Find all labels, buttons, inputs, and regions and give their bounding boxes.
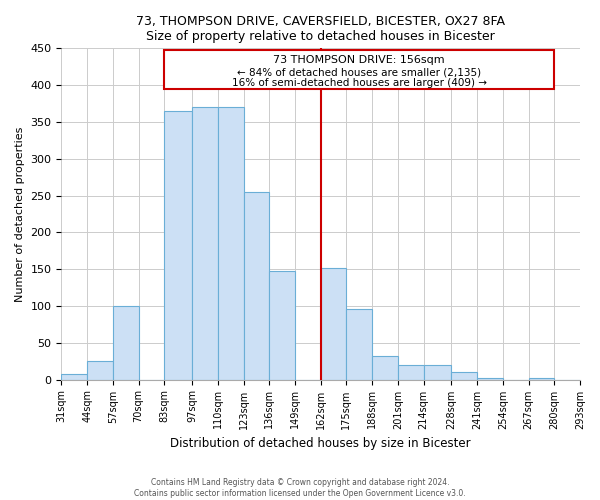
Bar <box>218 107 244 380</box>
Bar <box>321 268 346 380</box>
Bar <box>192 107 218 380</box>
Bar <box>113 306 139 380</box>
Text: 16% of semi-detached houses are larger (409) →: 16% of semi-detached houses are larger (… <box>232 78 487 88</box>
Title: 73, THOMPSON DRIVE, CAVERSFIELD, BICESTER, OX27 8FA
Size of property relative to: 73, THOMPSON DRIVE, CAVERSFIELD, BICESTE… <box>136 15 505 43</box>
FancyBboxPatch shape <box>164 50 554 89</box>
Bar <box>61 374 87 380</box>
Bar <box>346 309 372 380</box>
Bar <box>87 361 113 380</box>
Bar <box>451 372 477 380</box>
Bar <box>244 192 269 380</box>
Text: Contains HM Land Registry data © Crown copyright and database right 2024.
Contai: Contains HM Land Registry data © Crown c… <box>134 478 466 498</box>
Text: ← 84% of detached houses are smaller (2,135): ← 84% of detached houses are smaller (2,… <box>237 67 481 77</box>
Bar <box>269 272 295 380</box>
Bar <box>529 378 554 380</box>
X-axis label: Distribution of detached houses by size in Bicester: Distribution of detached houses by size … <box>170 437 471 450</box>
Text: 73 THOMPSON DRIVE: 156sqm: 73 THOMPSON DRIVE: 156sqm <box>274 55 445 65</box>
Bar <box>398 365 424 380</box>
Y-axis label: Number of detached properties: Number of detached properties <box>15 126 25 302</box>
Bar <box>424 365 451 380</box>
Bar <box>477 378 503 380</box>
Bar <box>372 356 398 380</box>
Bar <box>164 111 192 380</box>
